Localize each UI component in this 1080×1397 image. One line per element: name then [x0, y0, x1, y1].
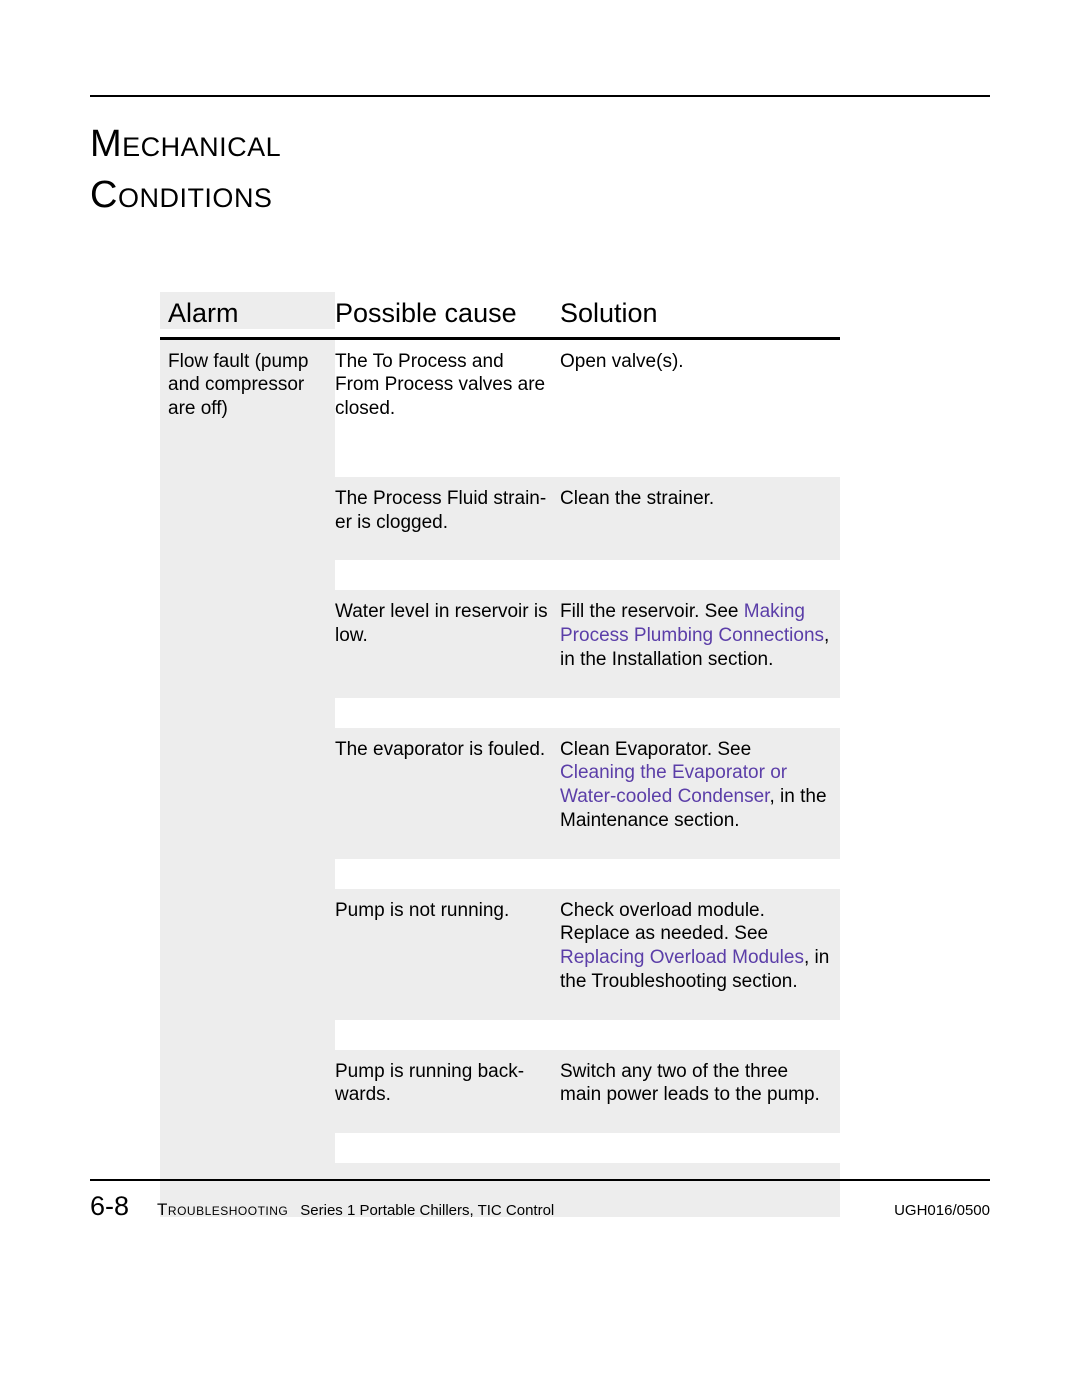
col-header-solution: Solution [560, 298, 840, 329]
cause-cell: Pump is running back-wards. [335, 1060, 560, 1108]
alarm-cell: Flow fault (pump and compressor are off) [160, 340, 335, 1218]
rows-container: The To Process and From Process valves a… [335, 340, 840, 1218]
solution-cell: Open valve(s). [560, 350, 830, 421]
solution-cell: Switch any two of the three main power l… [560, 1060, 830, 1108]
col-header-cause: Possible cause [335, 298, 560, 329]
table-body: Flow fault (pump and compressor are off)… [160, 340, 840, 1218]
top-rule [90, 95, 990, 97]
table-row: Pump is not running. Check overload modu… [335, 889, 840, 1020]
solution-cell: Clean Evaporator. See Cleaning the Evapo… [560, 738, 830, 833]
footer-section: Troubleshooting [157, 1200, 288, 1220]
footer-code: UGH016/0500 [894, 1202, 990, 1219]
solution-text: Switch any two of the three main power l… [560, 1061, 820, 1106]
cause-cell: Water level in reservoir is low. [335, 600, 560, 671]
footer-description: Series 1 Portable Chillers, TIC Control [300, 1202, 894, 1219]
title-line-1: Mechanical [90, 123, 281, 165]
cause-cell: Pump is not running. [335, 899, 560, 994]
solution-link[interactable]: Cleaning the Evaporator or Water-cooled … [560, 762, 787, 807]
page-footer: 6-8 Troubleshooting Series 1 Portable Ch… [90, 1179, 990, 1222]
table-row: The To Process and From Process valves a… [335, 340, 840, 447]
solution-cell: Check overload module. Replace as needed… [560, 899, 830, 994]
solution-link[interactable]: Replacing Overload Modules [560, 947, 804, 968]
solution-text-pre: Clean Evaporator. See [560, 739, 751, 760]
solution-cell: Clean the strainer. [560, 487, 830, 535]
solution-text-pre: Check overload module. Replace as needed… [560, 900, 768, 945]
section-title: Mechanical Conditions [90, 119, 990, 222]
solution-text: Clean the strainer. [560, 488, 714, 509]
cause-cell: The evaporator is fouled. [335, 738, 560, 833]
troubleshooting-table: Alarm Possible cause Solution Flow fault… [160, 292, 840, 1218]
cause-cell: The To Process and From Process valves a… [335, 350, 560, 421]
table-row: Pump is running back-wards. Switch any t… [335, 1050, 840, 1134]
solution-text-pre: Fill the reservoir. See [560, 601, 744, 622]
table-row: The evaporator is fouled. Clean Evaporat… [335, 728, 840, 859]
table-row: The Process Fluid strain-er is clogged. … [335, 477, 840, 561]
title-line-2: Conditions [90, 174, 272, 216]
col-header-alarm: Alarm [160, 292, 335, 329]
table-header-row: Alarm Possible cause Solution [160, 292, 840, 340]
page-number: 6-8 [90, 1191, 129, 1222]
solution-text: Open valve(s). [560, 351, 684, 372]
solution-cell: Fill the reservoir. See Making Process P… [560, 600, 830, 671]
cause-cell: The Process Fluid strain-er is clogged. [335, 487, 560, 535]
table-row: Water level in reservoir is low. Fill th… [335, 590, 840, 697]
